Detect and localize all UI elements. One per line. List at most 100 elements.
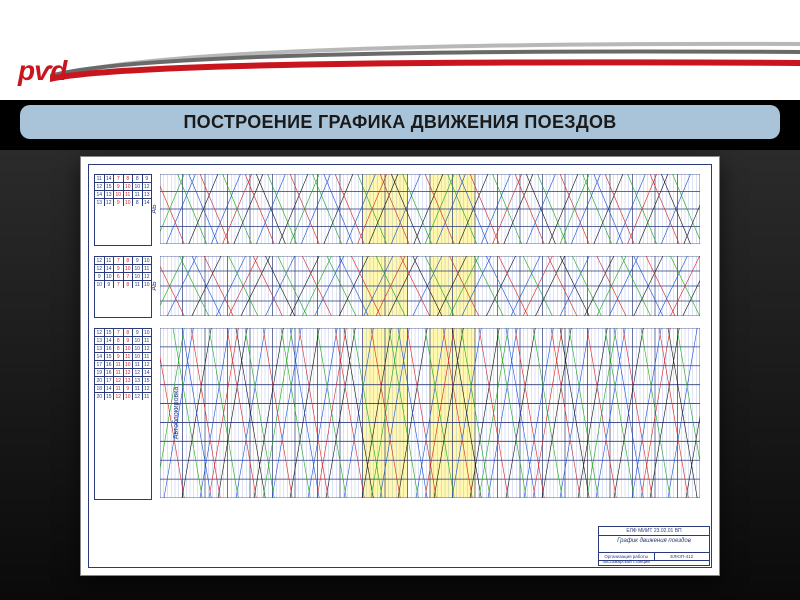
table-cell: 19 — [95, 369, 105, 376]
table-cell: 11 — [143, 353, 152, 360]
table-cell: 9 — [124, 385, 134, 392]
table-cell: 15 — [105, 183, 115, 190]
table-cell: 10 — [133, 273, 143, 280]
table-cell: 10 — [143, 281, 152, 288]
table-cell: 7 — [124, 273, 134, 280]
table-row: 18141191112 — [95, 385, 151, 393]
table-cell: 14 — [105, 385, 115, 392]
table-cell: 13 — [133, 377, 143, 384]
table-row: 13168101012 — [95, 345, 151, 353]
table-cell: 6 — [114, 273, 124, 280]
table-cell: 10 — [124, 199, 134, 206]
table-cell: 7 — [114, 257, 124, 264]
table-cell: 12 — [95, 183, 105, 190]
table-cell: 13 — [124, 377, 134, 384]
table-cell: 10 — [124, 265, 134, 272]
table-row: 191611121214 — [95, 369, 151, 377]
table-cell: 20 — [95, 393, 105, 400]
table-cell: 13 — [105, 191, 115, 198]
table-row: 121178910 — [95, 257, 151, 265]
runtime-table: 1215789101314891011131681010121415911101… — [94, 328, 152, 500]
table-cell: 8 — [133, 175, 143, 182]
table-cell: 10 — [124, 183, 134, 190]
table-cell: 12 — [133, 369, 143, 376]
table-cell: 14 — [105, 265, 115, 272]
table-cell: 9 — [124, 337, 134, 344]
tb-main: График движения поездов — [599, 536, 709, 553]
tb-sub: Организация работы пассажирской станции — [599, 553, 655, 560]
table-cell: 11 — [133, 191, 143, 198]
table-row: 121578910 — [95, 329, 151, 337]
table-cell: 14 — [105, 175, 115, 182]
table-cell: 8 — [133, 199, 143, 206]
table-cell: 14 — [95, 353, 105, 360]
table-cell: 12 — [133, 393, 143, 400]
table-cell: 10 — [133, 183, 143, 190]
header: pѵd — [0, 0, 800, 100]
table-cell: 10 — [124, 361, 134, 368]
table-cell: 11 — [95, 175, 105, 182]
table-cell: 12 — [114, 377, 124, 384]
table-cell: 9 — [114, 265, 124, 272]
table-cell: 9 — [114, 353, 124, 360]
table-cell: 10 — [105, 273, 115, 280]
table-row: 201512101211 — [95, 393, 151, 400]
table-cell: 15 — [105, 353, 115, 360]
table-cell: 20 — [95, 377, 105, 384]
header-swoosh — [50, 32, 800, 82]
table-cell: 10 — [133, 337, 143, 344]
grid — [160, 256, 700, 316]
table-cell: 16 — [105, 345, 115, 352]
grid — [160, 328, 700, 498]
table-cell: 13 — [143, 191, 152, 198]
stage: АБ11147889121591010121413101111131312910… — [0, 150, 800, 600]
table-cell: 9 — [133, 257, 143, 264]
table-cell: 12 — [143, 183, 152, 190]
table-cell: 13 — [95, 345, 105, 352]
table-cell: 10 — [124, 345, 134, 352]
table-cell: 11 — [143, 337, 152, 344]
timetable-section: АБ12117891012149101011910671012109781110 — [160, 256, 700, 316]
table-cell: 16 — [105, 369, 115, 376]
timetable-section: АБ11147889121591010121413101111131312910… — [160, 174, 700, 244]
table-cell: 10 — [143, 329, 152, 336]
runtime-table: 12117891012149101011910671012109781110 — [94, 256, 152, 318]
table-cell: 14 — [143, 369, 152, 376]
table-cell: 14 — [95, 191, 105, 198]
table-cell: 13 — [95, 199, 105, 206]
table-cell: 12 — [95, 265, 105, 272]
table-row: 201712131315 — [95, 377, 151, 385]
table-cell: 9 — [105, 281, 115, 288]
grid — [160, 174, 700, 244]
table-cell: 11 — [133, 385, 143, 392]
title-block: ЕЛФ МИИТ 23.02.01 ВП График движения пое… — [598, 526, 710, 566]
table-cell: 15 — [143, 377, 152, 384]
table-cell: 12 — [143, 345, 152, 352]
tb-cell: ЕЛФ МИИТ 23.02.01 ВП — [599, 527, 709, 535]
table-cell: 11 — [133, 361, 143, 368]
table-cell: 11 — [124, 353, 134, 360]
table-cell: 9 — [133, 329, 143, 336]
table-cell: 16 — [105, 361, 115, 368]
table-cell: 8 — [124, 257, 134, 264]
table-cell: 9 — [114, 183, 124, 190]
table-cell: 11 — [114, 369, 124, 376]
table-cell: 11 — [143, 393, 152, 400]
table-cell: 11 — [105, 257, 115, 264]
table-cell: 12 — [105, 199, 115, 206]
table-cell: 11 — [114, 385, 124, 392]
table-cell: 7 — [114, 329, 124, 336]
tb-code: ЕЛЮП-412 — [655, 553, 710, 560]
table-cell: 8 — [114, 345, 124, 352]
table-cell: 12 — [114, 393, 124, 400]
table-cell: 10 — [95, 281, 105, 288]
section-label: АБ — [151, 281, 158, 290]
table-cell: 11 — [133, 281, 143, 288]
table-row: 171611101112 — [95, 361, 151, 369]
table-cell: 10 — [133, 353, 143, 360]
table-cell: 18 — [95, 385, 105, 392]
table-cell: 13 — [95, 337, 105, 344]
table-cell: 9 — [143, 175, 152, 182]
table-row: 109781110 — [95, 281, 151, 288]
table-cell: 17 — [95, 361, 105, 368]
